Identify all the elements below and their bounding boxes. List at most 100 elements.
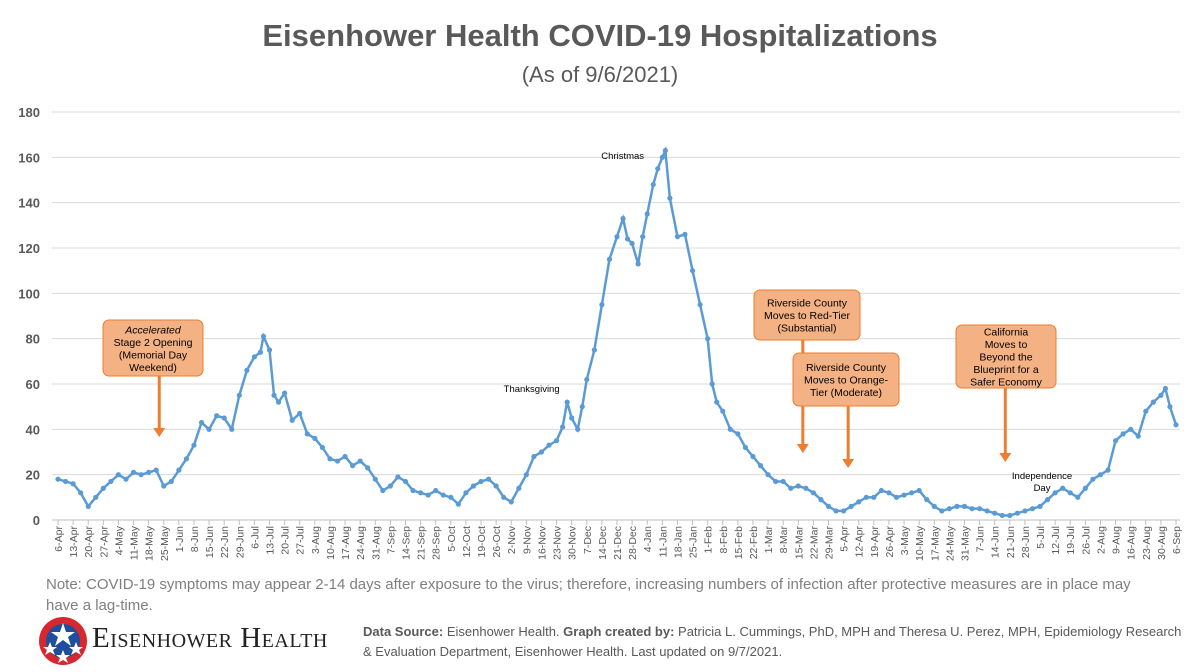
data-point [448, 494, 454, 500]
data-point [1167, 404, 1173, 410]
data-point [161, 483, 167, 489]
x-tick-label: 26-Oct [491, 526, 503, 558]
x-tick-label: 24-Aug [355, 526, 367, 560]
data-point [78, 490, 84, 496]
data-point [629, 240, 635, 247]
data-point [961, 503, 968, 509]
data-point [644, 211, 650, 217]
data-point [244, 367, 250, 373]
data-point [130, 469, 137, 475]
data-point [553, 438, 560, 444]
data-point [319, 444, 325, 451]
data-point [1162, 385, 1169, 392]
x-tick-label: 8-Feb [718, 526, 730, 554]
x-tick-label: 31-May [959, 525, 971, 561]
data-point [1037, 503, 1043, 509]
y-tick-label: 80 [26, 332, 40, 347]
eisenhower-logo-icon [39, 617, 87, 665]
data-point [624, 236, 631, 242]
data-point [485, 476, 492, 482]
data-point [569, 415, 575, 421]
data-point [674, 234, 681, 240]
x-tick-label: 1-Feb [703, 526, 715, 554]
data-point [735, 431, 741, 437]
data-point [773, 478, 779, 485]
data-point [501, 494, 507, 500]
x-tick-label: 16-Nov [536, 525, 548, 560]
data-point [825, 503, 832, 509]
data-point [304, 431, 310, 437]
data-point [591, 347, 597, 353]
data-point [901, 492, 907, 498]
data-point [55, 476, 61, 482]
x-tick-label: 23-Nov [552, 525, 564, 560]
x-tick-label: 26-Jul [1080, 526, 1092, 555]
data-point [206, 426, 212, 432]
x-tick-label: 8-Jun [189, 526, 201, 552]
data-point [176, 467, 182, 473]
y-tick-label: 180 [18, 105, 40, 120]
x-tick-label: 4-Jan [642, 526, 654, 552]
x-tick-label: 16-Aug [1126, 526, 1138, 560]
data-point [153, 467, 159, 473]
data-point [1029, 506, 1036, 512]
created-label: Graph created by: [563, 624, 675, 639]
x-tick-label: 14-Jun [990, 526, 1002, 558]
annotation-christmas: Christmas [601, 151, 644, 162]
line-chart: 0 20 40 60 80 100 120 140 160 180 6-Apr 13-Apr 20-Ap… [18, 105, 1183, 561]
data-point [395, 474, 401, 480]
x-tick-label: 25-Jan [688, 526, 700, 558]
callout-arrowhead [842, 459, 855, 468]
data-point [689, 268, 696, 274]
data-point [357, 458, 363, 464]
data-point [916, 487, 922, 494]
data-point [606, 256, 613, 262]
data-point [1150, 399, 1156, 405]
data-point [682, 231, 688, 237]
data-point [70, 481, 76, 487]
data-point [818, 497, 824, 503]
data-point [992, 510, 998, 516]
data-point [1022, 508, 1028, 514]
data-point [380, 487, 386, 494]
data-point [297, 410, 303, 417]
data-point [365, 465, 371, 471]
data-point [575, 426, 581, 432]
x-tick-label: 30-Nov [567, 525, 579, 560]
x-tick-label: 19-Jul [1065, 526, 1077, 555]
data-point [271, 392, 277, 398]
callout-text: (Memorial Day [119, 349, 188, 361]
data-point [976, 506, 983, 512]
data-point [659, 154, 665, 160]
data-point [1143, 408, 1149, 414]
callout-arrowhead [153, 428, 166, 437]
x-tick-label: 19-Oct [476, 526, 488, 558]
callout-box [102, 319, 204, 377]
x-tick-label: 10-Aug [325, 526, 337, 560]
callout-arrowhead [999, 453, 1012, 462]
x-tick-label: 12-Jul [1050, 526, 1062, 555]
callout-text: Accelerated [124, 324, 182, 336]
y-tick-label: 20 [26, 468, 40, 483]
x-tick-label: 17-Aug [340, 526, 352, 560]
x-tick-label: 28-Jun [1020, 526, 1032, 558]
data-point [757, 463, 764, 469]
data-point [387, 483, 393, 489]
x-tick-label: 28-Dec [627, 526, 639, 560]
data-point [780, 478, 786, 485]
data-point [93, 494, 99, 500]
data-point [614, 234, 620, 240]
data-point [833, 508, 839, 514]
x-tick-label: 7-Jun [975, 526, 987, 552]
x-tick-label: 17-May [929, 525, 941, 561]
data-point [523, 472, 529, 478]
x-tick-label: 13-Jul [265, 526, 277, 555]
data-point [954, 503, 960, 509]
brand-name: Eisenhower Health [92, 622, 328, 654]
data-point [229, 426, 235, 432]
x-tick-label: 22-Mar [808, 526, 820, 560]
data-point [1090, 476, 1096, 482]
data-point [871, 494, 877, 500]
x-tick-label: 12-Apr [854, 525, 866, 557]
